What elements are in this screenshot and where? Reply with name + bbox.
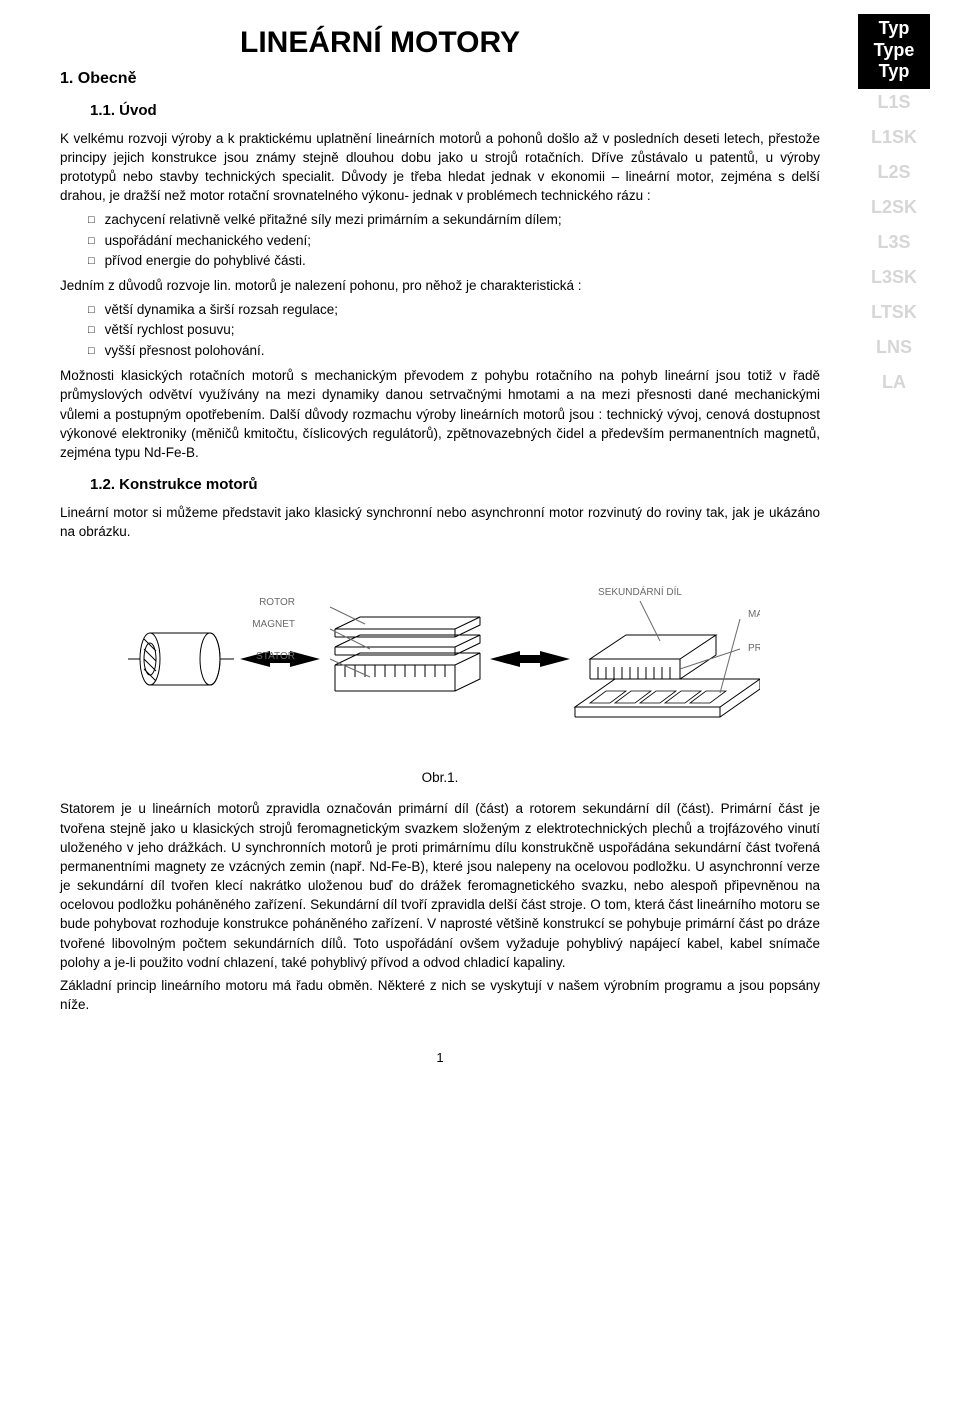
label-stator: STATOR	[256, 651, 295, 662]
page-title: LINEÁRNÍ MOTORY	[240, 26, 520, 60]
nav-la[interactable]: LA	[858, 372, 930, 393]
list-item: vyšší přesnost polohování.	[88, 341, 820, 362]
list-item: uspořádání mechanického vedení;	[88, 231, 820, 252]
side-type-box: Typ Type Typ	[858, 14, 930, 89]
nav-ltsk[interactable]: LTSK	[858, 302, 930, 323]
diagram-linear-motor-icon: ROTOR MAGNET STATOR SEKUNDÁRNÍ DÍL MAGNE…	[120, 559, 760, 759]
label-magnet2: MAGNET	[748, 609, 760, 620]
bullets-tech-issues: zachycení relativně velké přitažné síly …	[88, 210, 820, 273]
main-content: 1. Obecně 1.1. Úvod K velkému rozvoji vý…	[60, 70, 820, 1065]
construction-para-2: Statorem je u lineárních motorů zpravidl…	[60, 799, 820, 971]
label-primarni-dil: PRIMÁRNÍ DÍL	[748, 641, 760, 654]
nav-l2sk[interactable]: L2SK	[858, 197, 930, 218]
bullets-characteristics: větší dynamika a širší rozsah regulace; …	[88, 300, 820, 363]
nav-l2s[interactable]: L2S	[858, 162, 930, 183]
nav-lns[interactable]: LNS	[858, 337, 930, 358]
list-item: větší dynamika a širší rozsah regulace;	[88, 300, 820, 321]
intro-para-1: K velkému rozvoji výroby a k praktickému…	[60, 129, 820, 206]
section-1-heading: 1. Obecně	[60, 70, 820, 88]
section-1-2-heading: 1.2. Konstrukce motorů	[90, 476, 820, 493]
label-sekundarni-dil: SEKUNDÁRNÍ DÍL	[598, 585, 682, 598]
page-number: 1	[60, 1050, 820, 1065]
list-item: zachycení relativně velké přitažné síly …	[88, 210, 820, 231]
side-type-line: Typ	[858, 18, 930, 40]
list-item: větší rychlost posuvu;	[88, 320, 820, 341]
figure-1-caption: Obr.1.	[60, 770, 820, 785]
intro-para-2: Jedním z důvodů rozvoje lin. motorů je n…	[60, 276, 820, 295]
nav-l1sk[interactable]: L1SK	[858, 127, 930, 148]
construction-para-1: Lineární motor si můžeme představit jako…	[60, 503, 820, 541]
intro-para-3: Možnosti klasických rotačních motorů s m…	[60, 366, 820, 462]
section-1-1-heading: 1.1. Úvod	[90, 102, 820, 119]
nav-l3sk[interactable]: L3SK	[858, 267, 930, 288]
side-type-line: Type	[858, 40, 930, 62]
construction-para-3: Základní princip lineárního motoru má řa…	[60, 976, 820, 1014]
nav-l3s[interactable]: L3S	[858, 232, 930, 253]
label-rotor: ROTOR	[259, 597, 295, 608]
side-nav: L1S L1SK L2S L2SK L3S L3SK LTSK LNS LA	[858, 92, 930, 393]
list-item: přívod energie do pohyblivé části.	[88, 251, 820, 272]
label-magnet: MAGNET	[252, 619, 295, 630]
nav-l1s[interactable]: L1S	[858, 92, 930, 113]
figure-1: ROTOR MAGNET STATOR SEKUNDÁRNÍ DÍL MAGNE…	[60, 559, 820, 785]
side-type-line: Typ	[858, 61, 930, 83]
